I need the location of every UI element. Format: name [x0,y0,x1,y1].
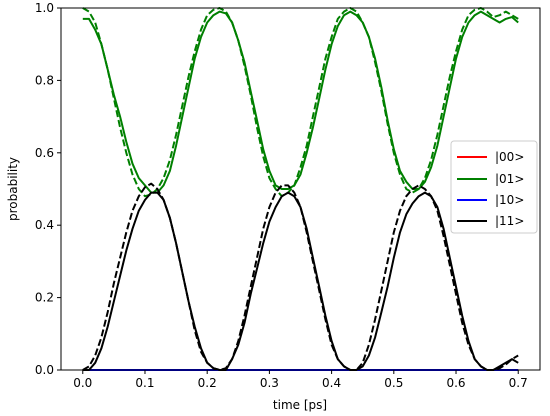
x-tick-label: 0.3 [260,376,279,390]
y-tick-label: 1.0 [35,1,54,15]
x-tick-label: 0.4 [322,376,341,390]
series-line-11-dashed-5 [82,182,519,371]
y-tick-label: 0.2 [35,291,54,305]
x-tick-label: 0.5 [384,376,403,390]
plot-frame [60,7,541,371]
x-tick-label: 0.0 [73,376,92,390]
x-tick-label: 0.6 [446,376,465,390]
y-tick-label: 0.0 [35,363,54,377]
x-tick-label: 0.1 [135,376,154,390]
x-axis-label: time [ps] [273,398,327,412]
legend-label-11: |11> [495,214,524,228]
x-tick-label: 0.2 [198,376,217,390]
y-tick-label: 0.8 [35,73,54,87]
series-line-11-4 [82,191,519,371]
legend: |00> |01> |10> |11> [450,140,538,234]
y-axis-label: probability [6,157,20,221]
y-tick-label: 0.6 [35,146,54,160]
legend-label-10: |10> [495,193,524,207]
legend-box [450,140,538,234]
legend-label-01: |01> [495,172,524,186]
x-axis-ticks: 0.0 0.1 0.2 0.3 0.4 0.5 0.6 0.7 [73,370,528,390]
x-tick-label: 0.7 [509,376,528,390]
series-line-01-dashed-2 [82,7,519,198]
legend-label-00: |00> [495,150,524,164]
y-tick-label: 0.4 [35,218,54,232]
y-axis-ticks: 0.0 0.2 0.4 0.6 0.8 1.0 [35,1,61,377]
